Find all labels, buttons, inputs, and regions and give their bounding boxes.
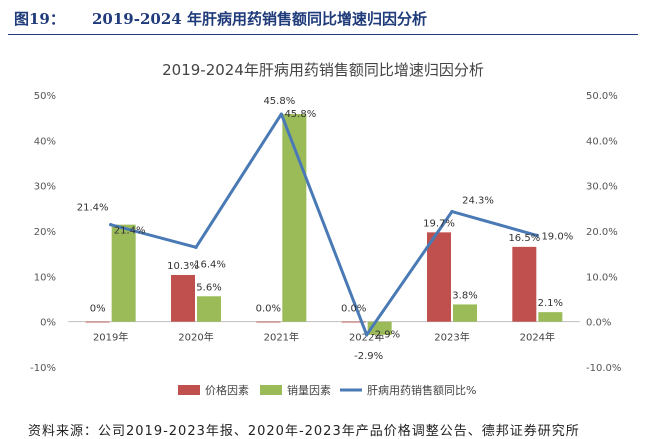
line-sales-yoy-label: 21.4%: [77, 203, 109, 214]
line-point: [194, 245, 198, 249]
source-note: 资料来源：公司2019-2023年报、2020年-2023年产品价格调整公告、德…: [28, 424, 580, 439]
bar-price-factor-label: 0.0%: [341, 304, 366, 315]
left-tick-label: 40%: [34, 136, 56, 147]
line-sales-yoy-label: -2.9%: [354, 351, 383, 362]
bar-price-factor: [341, 321, 366, 323]
line-sales-yoy-label: 19.0%: [541, 232, 573, 243]
figure-header: 图19： 2019-2024 年肝病用药销售额同比增速归因分析: [8, 0, 638, 35]
bar-price-factor: [256, 321, 281, 323]
bar-volume-factor: [538, 312, 563, 322]
combo-chart: 2019-2024年肝病用药销售额同比增速归因分析 -10% 0% 10% 20% 30…: [30, 61, 621, 397]
bar-price-factor-label: 10.3%: [167, 261, 199, 272]
bar-price-factor-label: 16.5%: [508, 233, 540, 244]
category-label: 2024年: [520, 331, 555, 344]
chart-title: 2019-2024年肝病用药销售额同比增速归因分析: [162, 61, 484, 79]
bars-layer: [85, 114, 563, 335]
line-layer: [109, 112, 539, 337]
left-tick-label: 0%: [40, 318, 56, 329]
right-tick-label: 20.0%: [586, 227, 618, 238]
right-tick-label: 0.0%: [586, 318, 611, 329]
legend: 价格因素 销量因素 肝病用药销售额同比%: [178, 383, 476, 397]
bar-volume-factor-label: 21.4%: [114, 226, 146, 237]
category-label: 2023年: [434, 331, 469, 344]
bar-price-factor-label: 19.7%: [423, 218, 455, 229]
line-point: [535, 233, 539, 238]
line-sales-yoy-label: 24.3%: [462, 196, 494, 207]
bar-volume-factor: [197, 296, 221, 322]
data-labels-layer: 0% 10.3% 0.0% 0.0% 19.7% 16.5% 21.4% 5.6% 45.8% -…: [77, 96, 573, 362]
category-label: 2021年: [264, 331, 299, 344]
line-sales-yoy-label: 45.8%: [263, 96, 295, 107]
bar-volume-factor-label: 2.1%: [538, 298, 563, 309]
line-point: [109, 223, 113, 227]
left-tick-label: -10%: [30, 363, 56, 374]
line-point: [450, 209, 454, 214]
right-tick-label: 50.0%: [586, 91, 618, 102]
left-tick-label: 10%: [34, 272, 56, 283]
left-tick-label: 20%: [34, 227, 56, 238]
legend-line-label: 肝病用药销售额同比%: [367, 383, 476, 397]
right-tick-label: 30.0%: [586, 182, 618, 193]
right-tick-label: 40.0%: [586, 136, 618, 147]
figure-label: 图19：: [14, 10, 65, 28]
line-point: [279, 112, 283, 116]
bar-volume-factor-label: -2.9%: [371, 330, 400, 341]
bar-volume-factor-label: 45.8%: [284, 109, 316, 120]
legend-price-swatch: [178, 385, 200, 395]
legend-volume-label: 销量因素: [287, 383, 331, 397]
bar-price-factor-label: 0%: [90, 304, 106, 315]
category-label: 2019年: [93, 331, 128, 344]
legend-volume-swatch: [260, 385, 282, 395]
bar-price-factor-label: 0.0%: [256, 304, 281, 315]
bar-price-factor: [512, 246, 537, 322]
right-tick-label: -10.0%: [586, 363, 621, 374]
figure-title: 2019-2024 年肝病用药销售额同比增速归因分析: [92, 10, 427, 28]
bar-price-factor: [171, 274, 195, 322]
bar-price-factor: [85, 321, 110, 323]
bar-volume-factor-label: 3.8%: [452, 290, 477, 301]
left-tick-label: 30%: [34, 182, 56, 193]
bar-volume-factor: [111, 224, 136, 322]
axes-layer: -10% 0% 10% 20% 30% 40% 50% -10.0% 0.0% 10.0% 20.0…: [30, 91, 621, 374]
line-sales-yoy-label: 16.4%: [194, 259, 226, 270]
category-label: 2020年: [178, 331, 213, 344]
line-sales-yoy: [109, 112, 539, 337]
bar-volume-factor-label: 5.6%: [196, 282, 221, 293]
right-tick-label: 10.0%: [586, 272, 618, 283]
bar-volume-factor: [453, 304, 477, 322]
bar-price-factor: [427, 232, 451, 322]
left-tick-label: 50%: [34, 91, 56, 102]
line-point: [365, 333, 369, 337]
legend-price-label: 价格因素: [205, 383, 249, 397]
